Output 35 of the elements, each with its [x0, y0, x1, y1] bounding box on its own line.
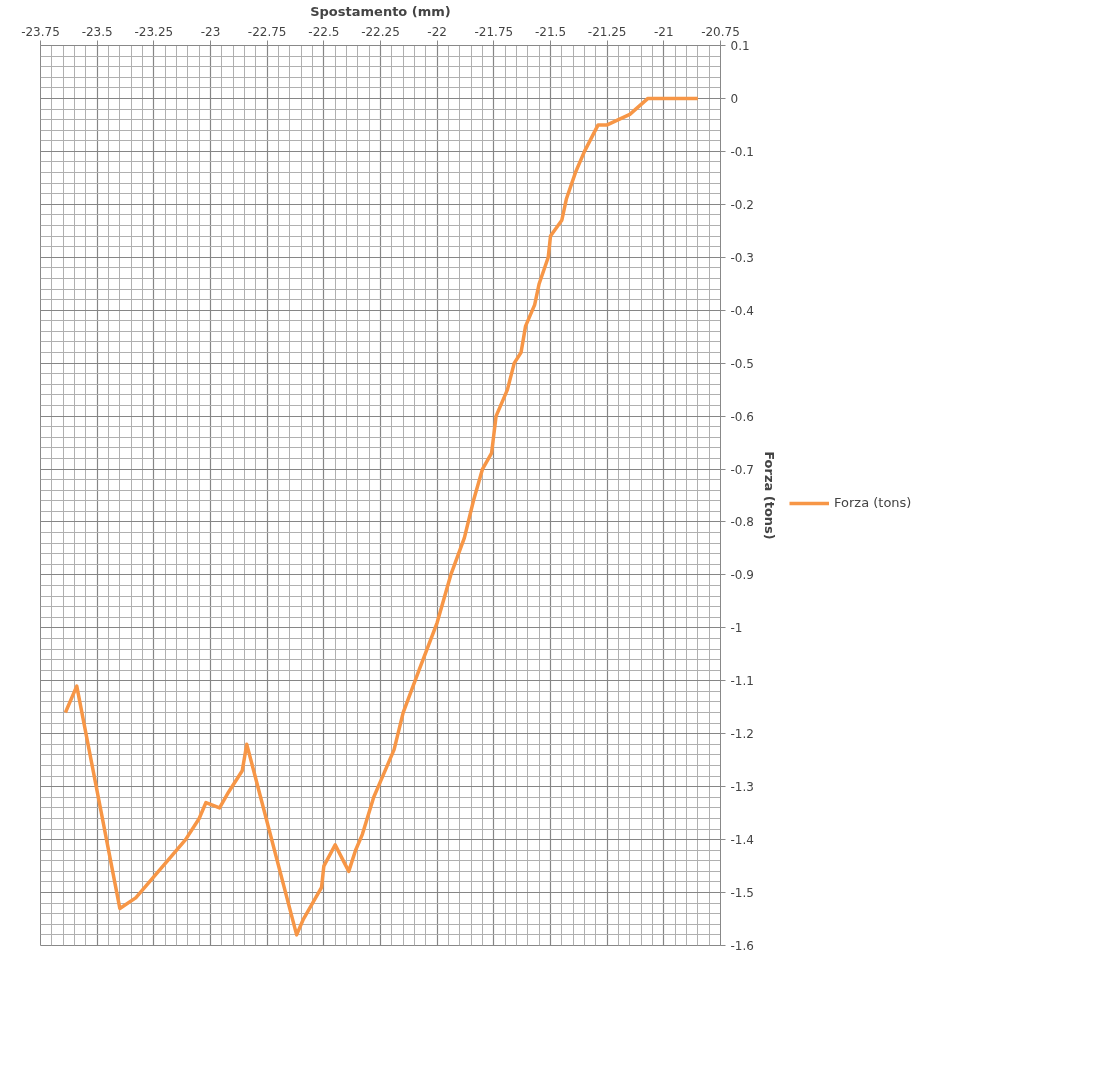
x-tick-label: -23.75: [21, 24, 60, 39]
y-tick-label: -1.5: [730, 886, 754, 901]
x-tick-label: -22: [427, 24, 447, 39]
y-tick-label: -1.6: [730, 939, 754, 953]
x-tick-label: -22.5: [308, 24, 340, 39]
line-series: [63, 96, 700, 937]
y-tick-label: -1.3: [730, 780, 754, 795]
legend-label: Forza (tons): [834, 495, 912, 510]
x-tick-label: -23.25: [134, 24, 174, 39]
y-tick-label: 0: [730, 91, 739, 106]
x-tick-label: -21: [654, 24, 674, 39]
x-tick-label: -23: [200, 24, 221, 39]
x-tick-label: -23.5: [81, 24, 113, 39]
y-tick-label: -0.8: [730, 515, 754, 530]
x-tick-label: -21.5: [534, 24, 567, 39]
y-tick-label: -1.1: [730, 674, 754, 689]
y-tick-label: -0.9: [730, 568, 754, 583]
y-tick-label: -0.2: [730, 197, 754, 212]
x-tick-label: -21.75: [474, 24, 514, 39]
x-tick-label: -22.25: [361, 24, 400, 39]
y-tick-label: -0.3: [730, 250, 754, 265]
y-tick-label: 0.1: [730, 39, 750, 53]
y-tick-label: -0.7: [730, 462, 754, 477]
y-axis-title: Forza (tons): [761, 451, 777, 540]
x-tick-label: -21.25: [587, 24, 627, 39]
y-tick-label: -0.6: [730, 409, 754, 424]
x-axis-title: Spostamento (mm): [310, 3, 451, 19]
y-tick-label: -1.2: [730, 727, 754, 742]
y-tick-label: -0.4: [730, 303, 754, 318]
y-tick-label: -0.5: [730, 356, 754, 371]
x-tick-label: -22.75: [247, 24, 287, 39]
y-tick-label: -0.1: [730, 144, 754, 159]
y-tick-label: -1: [730, 621, 743, 636]
x-tick-label: -20.75: [701, 24, 740, 39]
y-tick-label: -1.4: [730, 833, 754, 848]
